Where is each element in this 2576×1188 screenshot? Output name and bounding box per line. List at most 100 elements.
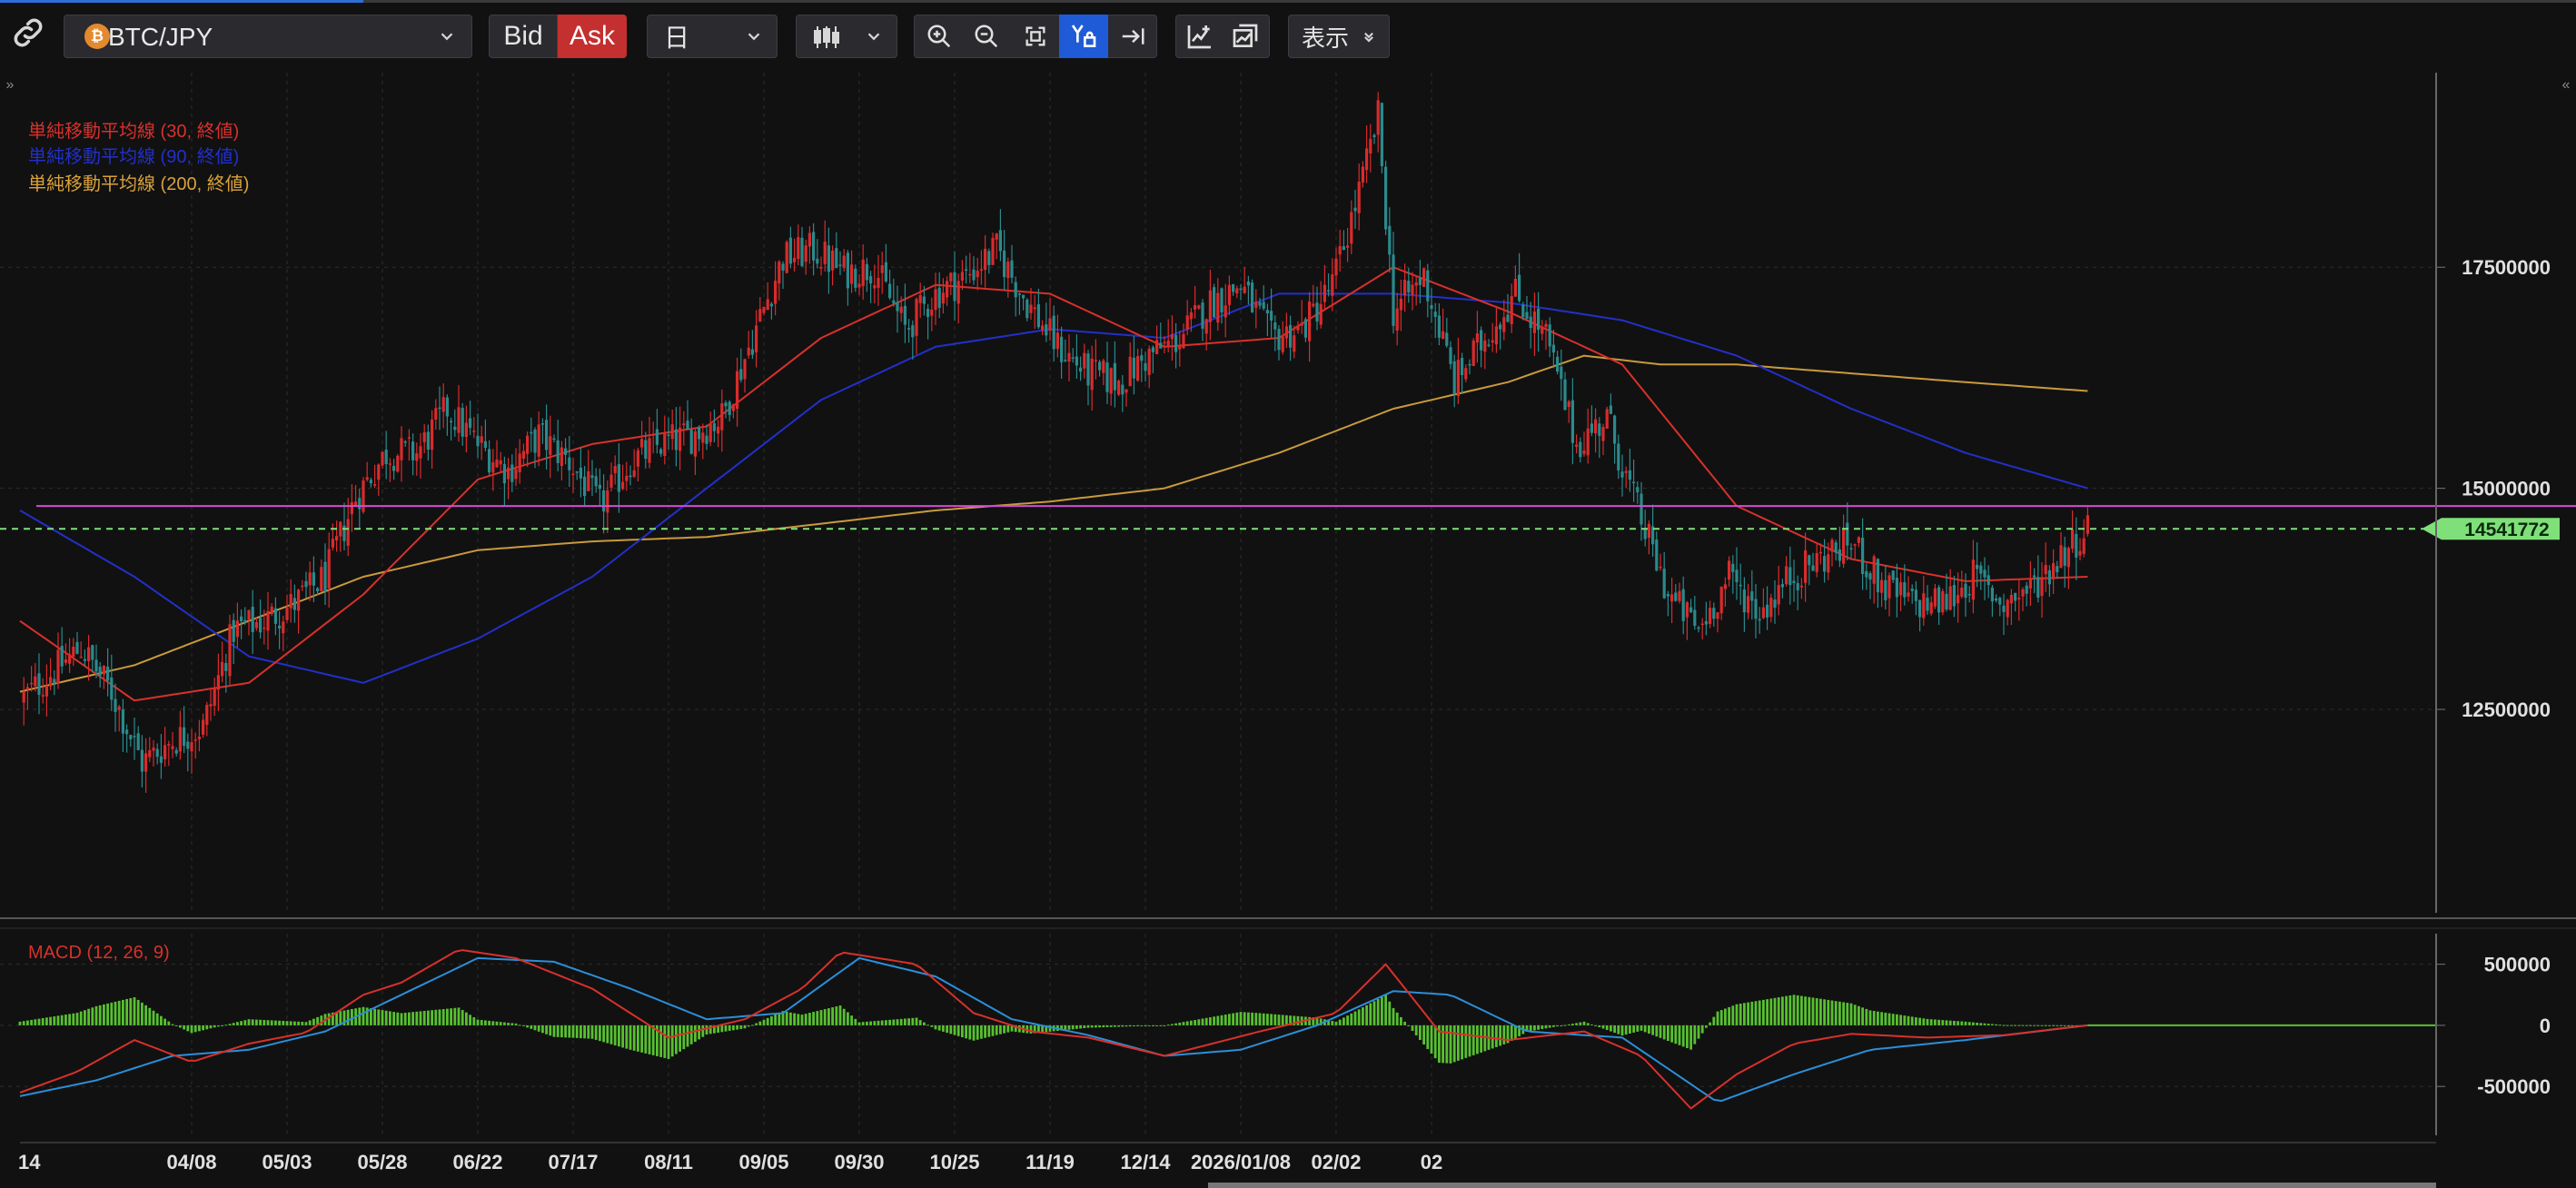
- candle-body: [1224, 305, 1227, 318]
- fit-button[interactable]: [1012, 16, 1059, 56]
- scroll-to-end-button[interactable]: [1110, 16, 1155, 56]
- candle-body: [1777, 585, 1780, 605]
- add-indicator-button[interactable]: [1177, 16, 1223, 56]
- timeframe-selector[interactable]: 日: [647, 15, 778, 58]
- candle-body: [995, 233, 998, 240]
- macd-histogram-bar: [942, 1025, 945, 1032]
- candle-body: [159, 756, 163, 763]
- candle-body: [121, 709, 124, 734]
- candle-body: [2078, 550, 2082, 556]
- candle-body: [648, 438, 651, 463]
- candle-body: [1353, 207, 1357, 212]
- candle-body: [769, 303, 773, 307]
- macd-histogram-bar: [873, 1021, 877, 1025]
- macd-histogram-bar: [804, 1014, 807, 1025]
- macd-histogram-bar: [946, 1025, 948, 1034]
- candle-body: [1392, 254, 1395, 326]
- macd-histogram-bar: [866, 1021, 868, 1025]
- macd-panel: [18, 949, 2436, 1110]
- macd-histogram-bar: [1296, 1015, 1300, 1025]
- macd-histogram-bar: [1392, 1007, 1395, 1025]
- macd-histogram-bar: [1907, 1015, 1910, 1025]
- chart-type-selector[interactable]: [796, 15, 897, 58]
- candle-body: [1468, 363, 1471, 366]
- macd-histogram-bar: [1758, 1000, 1761, 1025]
- candle-body: [1041, 325, 1045, 331]
- candle-body: [441, 397, 445, 412]
- right-panel-toggle-icon[interactable]: «: [2561, 77, 2571, 93]
- macd-histogram-bar: [1868, 1010, 1872, 1025]
- macd-histogram-bar: [1395, 1012, 1399, 1025]
- candle-body: [384, 450, 388, 464]
- zoom-in-button[interactable]: [916, 16, 963, 56]
- macd-histogram-bar: [1163, 1025, 1166, 1026]
- macd-histogram-bar: [1319, 1018, 1323, 1025]
- macd-histogram-bar: [545, 1025, 548, 1035]
- chevron-down-icon: [437, 26, 457, 46]
- candle-body: [232, 619, 235, 642]
- macd-histogram-bar: [1266, 1014, 1269, 1025]
- candle-body: [1957, 595, 1960, 604]
- candle-body: [1189, 312, 1193, 320]
- macd-histogram-bar: [808, 1013, 811, 1025]
- macd-histogram-bar: [431, 1010, 433, 1025]
- y-tick-label: 17500000: [2462, 256, 2551, 279]
- candle-body: [1433, 312, 1437, 317]
- macd-histogram-bar: [152, 1010, 155, 1025]
- add-indicator-icon: [1187, 25, 1211, 49]
- left-panel-toggle-icon[interactable]: »: [5, 77, 15, 93]
- macd-histogram-bar: [45, 1017, 48, 1025]
- macd-histogram-bar: [1121, 1025, 1125, 1027]
- candle-body: [1113, 362, 1116, 391]
- candle-body: [1998, 598, 2002, 605]
- macd-histogram-bar: [629, 1025, 632, 1050]
- macd-histogram-bar: [651, 1025, 655, 1055]
- macd-histogram-bar: [37, 1018, 41, 1025]
- y-axis-lock-button[interactable]: [1059, 15, 1108, 58]
- macd-histogram-bar: [2025, 1025, 2028, 1026]
- macd-histogram-bar: [835, 1006, 838, 1025]
- macd-histogram-bar: [1575, 1023, 1578, 1025]
- link-icon[interactable]: [9, 14, 47, 52]
- candle-body: [106, 666, 110, 681]
- candle-body: [251, 607, 254, 633]
- macd-histogram-bar: [613, 1025, 617, 1045]
- zoom-out-button[interactable]: [963, 16, 1010, 56]
- candle-body: [102, 665, 105, 675]
- macd-histogram-bar: [1686, 1025, 1689, 1049]
- candle-body: [1548, 324, 1551, 347]
- macd-histogram-bar: [564, 1025, 567, 1038]
- candle-body: [884, 262, 887, 282]
- candle-body: [1842, 528, 1846, 564]
- macd-histogram-bar: [365, 1007, 369, 1025]
- candle-body: [1480, 330, 1483, 351]
- candle-body: [1518, 274, 1521, 302]
- macd-histogram-bar: [427, 1010, 430, 1025]
- bid-button[interactable]: Bid: [489, 15, 558, 58]
- candle-body: [800, 237, 804, 266]
- macd-histogram-bar: [1204, 1017, 1208, 1025]
- macd-histogram-bar: [1353, 1011, 1357, 1025]
- candle-body: [1532, 311, 1536, 333]
- view-menu-button[interactable]: 表示: [1288, 15, 1390, 58]
- candle-body: [854, 268, 857, 288]
- candle-body: [575, 470, 579, 473]
- ask-button[interactable]: Ask: [558, 15, 627, 58]
- macd-histogram-bar: [335, 1012, 338, 1025]
- candle-body: [877, 277, 880, 288]
- candle-body: [1971, 559, 1975, 600]
- macd-histogram-bar: [1640, 1025, 1643, 1031]
- candle-body: [495, 459, 499, 468]
- macd-histogram-bar: [609, 1025, 613, 1044]
- chart-settings-button[interactable]: [1223, 16, 1268, 56]
- symbol-selector[interactable]: ₿ BTC/JPY: [64, 15, 472, 58]
- macd-histogram-bar: [1480, 1025, 1482, 1053]
- candle-body: [2028, 578, 2032, 589]
- candle-body: [1312, 303, 1315, 307]
- candle-body: [698, 427, 701, 440]
- x-tick-label: 09/30: [834, 1151, 884, 1173]
- macd-histogram-bar: [1086, 1025, 1090, 1028]
- candle-body: [388, 463, 391, 465]
- macd-histogram-bar: [1235, 1012, 1239, 1025]
